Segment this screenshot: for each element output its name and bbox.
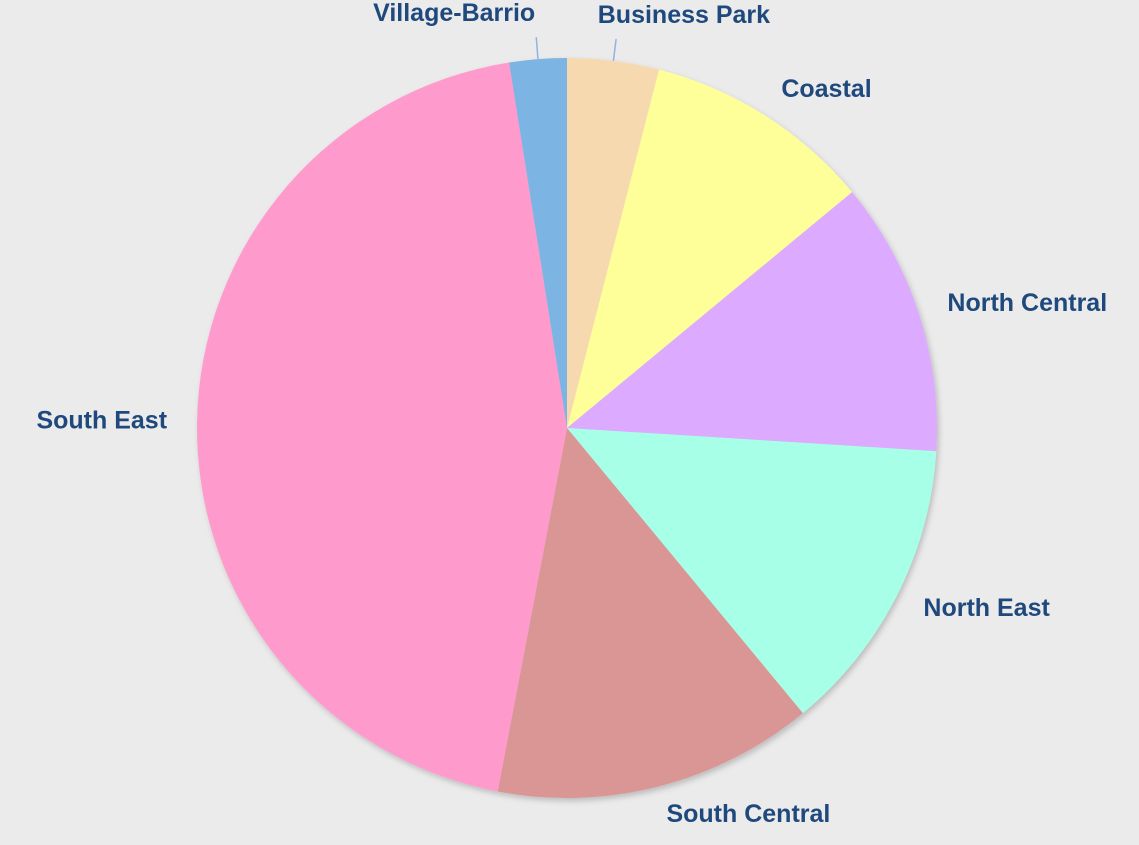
pie-slice [497, 428, 803, 798]
slice-label: Village-Barrio [373, 0, 535, 27]
slice-label: Coastal [781, 75, 871, 103]
leader-line [612, 38, 617, 62]
pie-slice [567, 428, 937, 714]
pie-slice [197, 62, 567, 792]
pie-slice [567, 192, 937, 452]
leader-line [535, 37, 539, 60]
slice-label: South East [36, 406, 167, 434]
slice-label: North Central [947, 289, 1107, 317]
pie-slice [567, 58, 660, 428]
pie-slice [509, 58, 567, 428]
slice-label: North East [923, 594, 1050, 622]
pie [197, 58, 937, 798]
slice-label: South Central [666, 800, 830, 828]
pie-slice [567, 69, 853, 428]
slice-label: Business Park [598, 1, 770, 29]
